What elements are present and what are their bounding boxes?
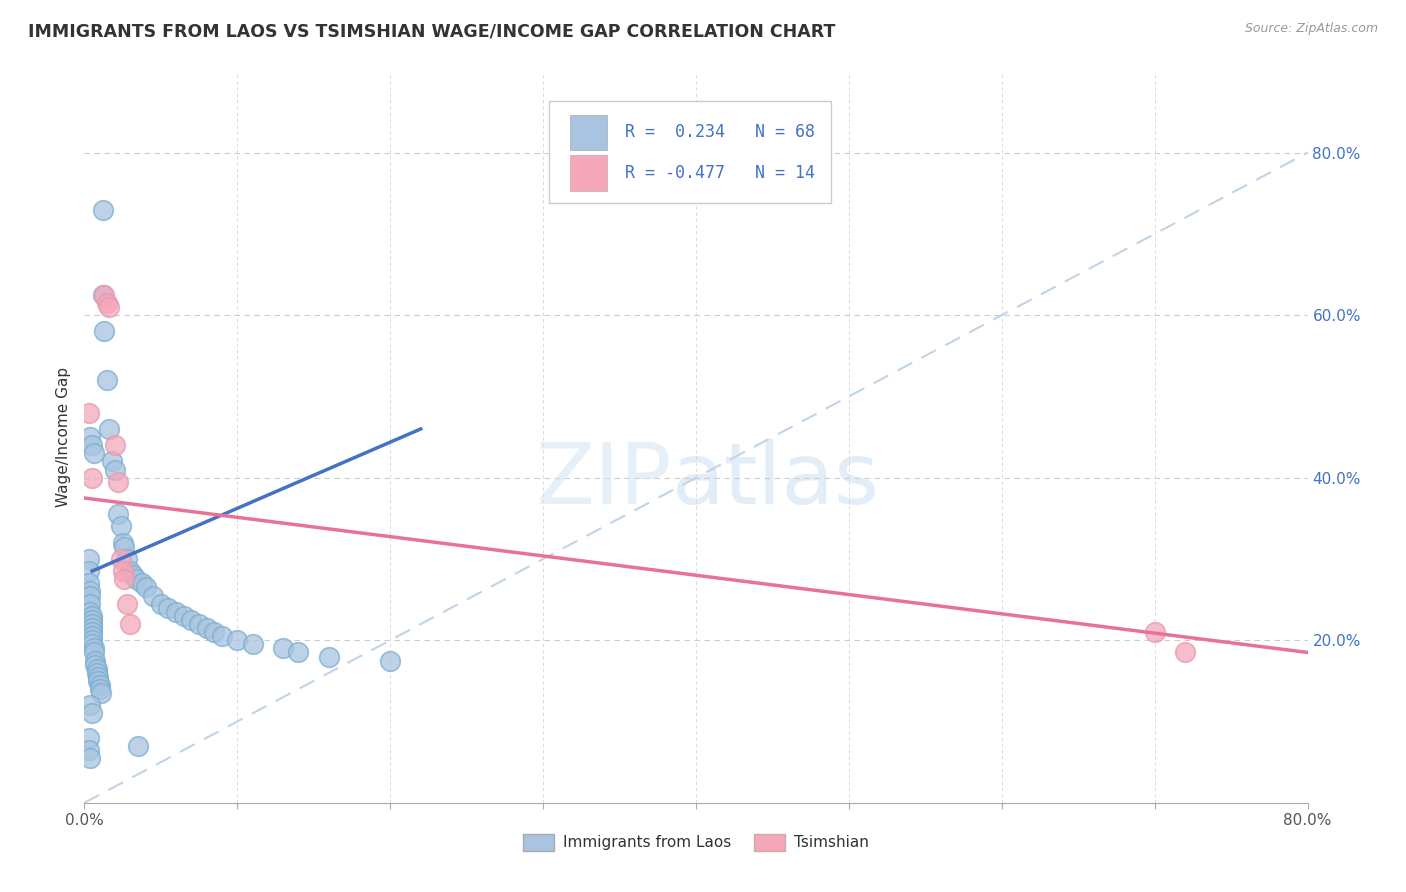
Point: [195, 621, 218, 635]
Point: [104, 462, 127, 476]
Point: [79, 597, 101, 611]
Point: [80, 637, 103, 651]
Point: [93, 288, 115, 302]
Point: [90, 686, 112, 700]
Point: [1143, 625, 1166, 640]
Point: [86, 662, 108, 676]
Point: [131, 576, 153, 591]
Point: [77, 731, 100, 745]
Point: [80, 471, 103, 485]
Point: [120, 564, 142, 578]
Point: [97, 422, 120, 436]
Point: [142, 589, 165, 603]
Point: [202, 625, 225, 640]
Y-axis label: Wage/Income Gap: Wage/Income Gap: [56, 367, 72, 508]
Point: [80, 621, 103, 635]
Point: [115, 597, 138, 611]
Point: [107, 508, 129, 522]
Point: [77, 552, 100, 566]
Point: [89, 678, 111, 692]
Point: [84, 654, 107, 668]
Point: [287, 645, 309, 659]
Point: [87, 673, 110, 688]
Text: R =  0.234   N = 68: R = 0.234 N = 68: [626, 123, 815, 141]
Point: [120, 617, 142, 632]
Point: [135, 581, 157, 595]
Point: [89, 681, 111, 696]
Point: [83, 446, 105, 460]
Point: [79, 751, 101, 765]
Point: [80, 706, 103, 721]
Point: [271, 641, 294, 656]
Point: [80, 438, 103, 452]
Point: [149, 597, 172, 611]
Point: [125, 572, 148, 586]
Point: [188, 617, 211, 632]
Point: [1174, 645, 1197, 659]
Point: [380, 654, 402, 668]
Point: [110, 519, 132, 533]
Point: [91, 288, 114, 302]
Point: [80, 629, 103, 643]
Point: [115, 552, 138, 566]
Text: IMMIGRANTS FROM LAOS VS TSIMSHIAN WAGE/INCOME GAP CORRELATION CHART: IMMIGRANTS FROM LAOS VS TSIMSHIAN WAGE/I…: [28, 22, 835, 40]
Point: [79, 698, 101, 713]
Point: [107, 475, 129, 489]
Point: [96, 296, 118, 310]
Point: [91, 202, 114, 217]
Text: ZIP: ZIP: [536, 440, 672, 523]
Point: [122, 568, 145, 582]
Point: [180, 613, 202, 627]
Point: [157, 600, 180, 615]
Point: [127, 739, 149, 753]
Point: [242, 637, 264, 651]
Point: [77, 743, 100, 757]
Point: [101, 454, 124, 468]
Point: [79, 605, 101, 619]
Point: [110, 552, 132, 566]
FancyBboxPatch shape: [569, 155, 606, 191]
FancyBboxPatch shape: [569, 114, 606, 150]
Point: [80, 608, 103, 623]
Point: [83, 641, 105, 656]
Point: [86, 665, 108, 680]
Point: [111, 564, 134, 578]
Point: [80, 633, 103, 648]
Text: atlas: atlas: [672, 440, 880, 523]
Point: [173, 608, 195, 623]
Point: [226, 633, 249, 648]
Point: [165, 605, 187, 619]
Point: [211, 629, 233, 643]
Text: Source: ZipAtlas.com: Source: ZipAtlas.com: [1244, 22, 1378, 36]
Point: [112, 572, 135, 586]
Point: [77, 576, 100, 591]
Point: [79, 430, 101, 444]
Point: [97, 300, 120, 314]
Point: [104, 438, 127, 452]
FancyBboxPatch shape: [550, 101, 831, 203]
Point: [80, 625, 103, 640]
Point: [112, 540, 135, 554]
Text: R = -0.477   N = 14: R = -0.477 N = 14: [626, 164, 815, 182]
Point: [80, 613, 103, 627]
Point: [87, 670, 110, 684]
Point: [77, 564, 100, 578]
Point: [93, 325, 115, 339]
Point: [96, 373, 118, 387]
Point: [318, 649, 340, 664]
Point: [80, 617, 103, 632]
Point: [84, 657, 107, 672]
Point: [79, 584, 101, 599]
Point: [77, 406, 100, 420]
Point: [83, 645, 105, 659]
Point: [111, 535, 134, 549]
Point: [79, 589, 101, 603]
Legend: Immigrants from Laos, Tsimshian: Immigrants from Laos, Tsimshian: [517, 828, 875, 857]
